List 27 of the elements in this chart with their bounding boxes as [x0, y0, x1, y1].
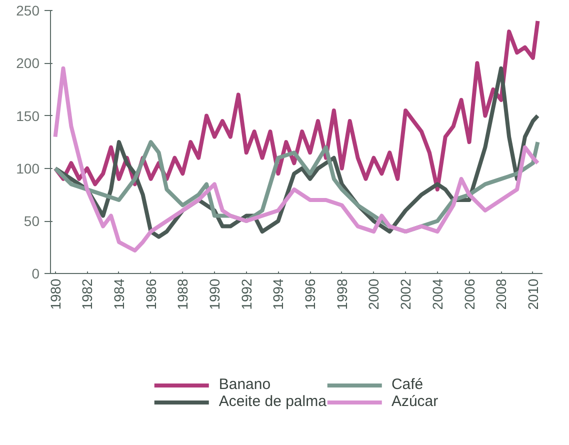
legend-label: Café	[391, 376, 424, 393]
x-tick-label: 2004	[429, 278, 446, 310]
y-tick-label: 0	[32, 266, 40, 282]
x-tick-label: 1992	[238, 278, 254, 310]
x-tick-label: 1986	[142, 278, 159, 310]
x-tick-label: 1980	[47, 278, 64, 310]
x-tick-label: 1988	[174, 278, 191, 310]
line-series	[53, 19, 540, 192]
legend-label: Azúcar	[391, 393, 438, 410]
y-tick-label: 250	[16, 2, 40, 18]
x-tick-label: 2000	[366, 278, 382, 310]
x-tick-label: 2010	[524, 278, 541, 310]
x-tick-label: 1990	[206, 278, 222, 310]
x-tick-label: 2002	[398, 278, 414, 310]
x-tick-label: 1998	[334, 278, 350, 310]
y-tick-label: 200	[16, 55, 40, 72]
x-tick-label: 2008	[493, 278, 510, 310]
x-tick-label: 1982	[79, 278, 96, 310]
legend-label: Aceite de palma	[218, 393, 326, 410]
y-tick-label: 150	[16, 108, 40, 124]
x-tick-label: 1984	[110, 278, 127, 310]
x-tick-label: 1996	[302, 278, 318, 310]
y-tick-label: 100	[16, 160, 40, 176]
legend-label: Banano	[218, 376, 271, 393]
y-tick-label: 50	[24, 213, 40, 230]
x-tick-label: 1994	[270, 278, 286, 310]
x-tick-label: 2006	[461, 278, 478, 310]
